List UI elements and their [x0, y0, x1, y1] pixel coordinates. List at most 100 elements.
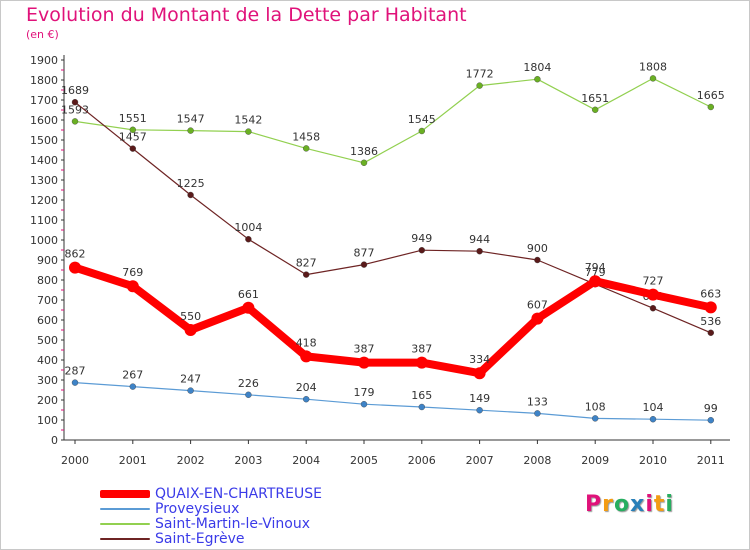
- data-point: [592, 415, 599, 422]
- x-tick-label: 2006: [408, 454, 436, 467]
- data-point: [187, 127, 194, 134]
- data-label: 827: [296, 257, 317, 270]
- data-label: 247: [180, 373, 201, 386]
- data-point: [473, 367, 486, 380]
- y-tick-label: 400: [37, 354, 58, 367]
- x-tick-label: 2005: [350, 454, 378, 467]
- data-point: [303, 145, 310, 152]
- data-label: 287: [65, 365, 86, 378]
- data-point: [418, 127, 425, 135]
- legend-swatch: [100, 537, 150, 540]
- data-label: 779: [585, 266, 606, 279]
- y-tick-label: 700: [37, 294, 58, 307]
- x-tick-label: 2003: [234, 454, 262, 467]
- legend-swatch: [100, 489, 150, 498]
- data-label: 1804: [523, 61, 551, 74]
- data-label: 418: [296, 336, 317, 349]
- data-point: [531, 312, 544, 325]
- chart-subtitle: (en €): [26, 28, 59, 41]
- data-point: [71, 118, 79, 125]
- data-point: [649, 75, 657, 82]
- x-tick-label: 2001: [119, 454, 147, 467]
- data-label: 727: [643, 275, 664, 288]
- data-label: 900: [527, 242, 548, 255]
- chart-title: Evolution du Montant de la Dette par Hab…: [26, 4, 467, 26]
- data-point: [649, 416, 657, 423]
- data-point: [245, 391, 252, 398]
- data-point: [476, 247, 483, 255]
- data-point: [534, 75, 541, 83]
- data-point: [707, 417, 714, 424]
- data-label: 387: [354, 343, 375, 356]
- data-point: [303, 396, 310, 403]
- y-tick-label: 500: [37, 334, 58, 347]
- y-tick-label: 0: [51, 434, 58, 447]
- series-proveysieux: 287 267 247 226 204 179 165 149 133 108 104 99: [65, 365, 718, 424]
- data-label: 149: [469, 392, 490, 405]
- data-label: 104: [643, 401, 664, 414]
- y-tick-label: 1600: [30, 114, 58, 127]
- data-point: [126, 280, 139, 293]
- data-label: 1689: [61, 84, 89, 97]
- data-point: [71, 379, 79, 386]
- data-label: 1542: [234, 114, 262, 127]
- data-label: 133: [527, 395, 548, 408]
- data-point: [418, 246, 425, 254]
- data-point: [647, 288, 659, 301]
- data-point: [360, 261, 368, 268]
- data-label: 1551: [119, 112, 147, 125]
- data-label: 226: [238, 377, 259, 390]
- data-point: [534, 410, 541, 417]
- y-tick-label: 600: [37, 314, 58, 327]
- data-label: 334: [469, 353, 490, 366]
- y-tick-label: 100: [37, 414, 58, 427]
- data-point: [649, 305, 657, 312]
- data-label: 1458: [292, 130, 320, 143]
- data-label: 661: [238, 288, 259, 301]
- y-tick-label: 200: [37, 394, 58, 407]
- data-point: [418, 403, 425, 411]
- x-tick-label: 2011: [697, 454, 725, 467]
- data-label: 1004: [234, 221, 262, 234]
- data-label: 1665: [697, 89, 725, 102]
- data-point: [184, 324, 197, 336]
- y-tick-label: 300: [37, 374, 58, 387]
- data-label: 1545: [408, 113, 436, 126]
- x-tick-label: 2004: [292, 454, 320, 467]
- y-tick-label: 1200: [30, 194, 58, 207]
- y-tick-label: 1800: [30, 74, 58, 87]
- x-tick-label: 2002: [177, 454, 205, 467]
- data-label: 99: [704, 402, 718, 415]
- data-point: [415, 356, 428, 369]
- data-label: 607: [527, 299, 548, 312]
- data-label: 1225: [177, 177, 205, 190]
- data-point: [358, 356, 370, 369]
- legend-swatch: [100, 522, 150, 525]
- data-label: 267: [122, 369, 143, 382]
- data-point: [300, 350, 313, 363]
- data-point: [592, 106, 599, 114]
- data-label: 877: [354, 247, 375, 260]
- data-point: [129, 126, 137, 134]
- series-line: [71, 263, 715, 378]
- data-point: [707, 103, 714, 111]
- data-point: [534, 256, 541, 264]
- x-tick-label: 2010: [639, 454, 667, 467]
- y-tick-label: 1900: [30, 54, 58, 67]
- data-point: [129, 145, 137, 152]
- y-tick-label: 1000: [30, 234, 58, 247]
- y-tick-label: 1700: [30, 94, 58, 107]
- data-point: [707, 329, 714, 336]
- data-label: 204: [296, 381, 317, 394]
- y-tick-label: 800: [37, 274, 58, 287]
- data-point: [589, 275, 602, 288]
- data-point: [242, 301, 255, 314]
- y-tick-label: 1500: [30, 134, 58, 147]
- data-point: [187, 191, 194, 199]
- legend-label: QUAIX-EN-CHARTREUSE: [155, 485, 322, 502]
- legend-item: Proveysieux: [100, 501, 239, 517]
- data-point: [129, 383, 137, 390]
- legend-item: Saint-Martin-le-Vinoux: [100, 516, 310, 532]
